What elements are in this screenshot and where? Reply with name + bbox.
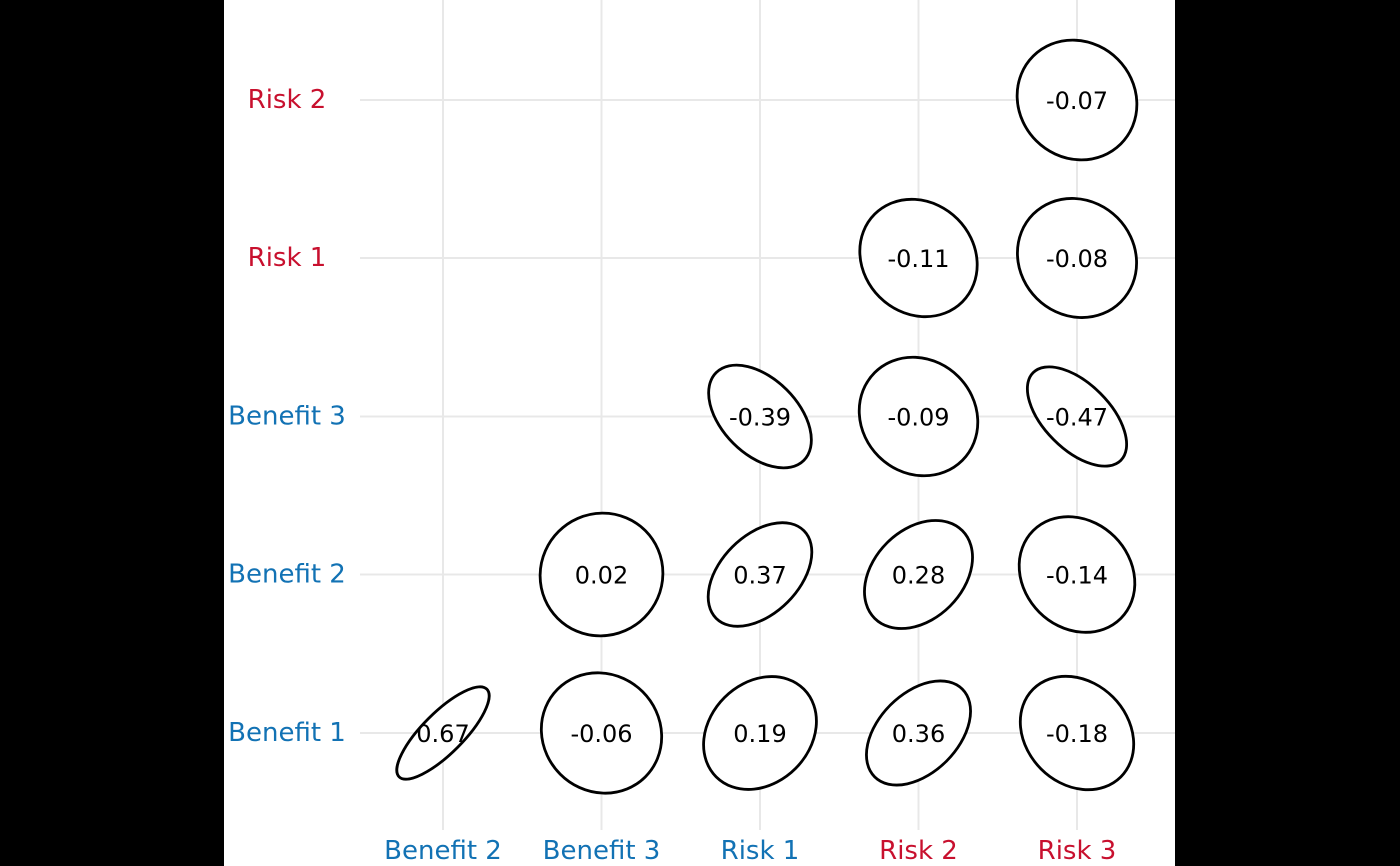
- x-axis-label-benefit-3: Benefit 3: [543, 836, 661, 866]
- correlation-ellipse-benefit-1-risk-3: [1018, 674, 1136, 792]
- correlation-ellipse-risk-2-risk-3: [1015, 38, 1139, 162]
- correlation-value-risk-1-risk-3: -0.08: [1046, 245, 1108, 273]
- correlation-value-benefit-1-benefit-2: 0.67: [416, 720, 469, 748]
- correlation-value-benefit-1-risk-3: -0.18: [1046, 720, 1108, 748]
- correlation-ellipse-risk-1-risk-2: [858, 197, 979, 319]
- correlation-value-benefit-1-benefit-3: -0.06: [570, 720, 632, 748]
- x-axis-label-risk-3: Risk 3: [1038, 836, 1117, 866]
- correlation-value-benefit-3-risk-1: -0.39: [729, 404, 791, 432]
- correlation-ellipse-benefit-2-risk-3: [1017, 515, 1137, 634]
- x-axis-label-benefit-2: Benefit 2: [384, 836, 502, 866]
- correlation-value-benefit-2-risk-1: 0.37: [733, 562, 786, 590]
- y-axis-label-risk-2: Risk 2: [248, 85, 327, 115]
- correlation-value-benefit-3-risk-3: -0.47: [1046, 404, 1108, 432]
- x-axis-label-risk-2: Risk 2: [879, 836, 958, 866]
- x-axis-label-risk-1: Risk 1: [721, 836, 800, 866]
- correlation-ellipse-benefit-2-risk-2: [863, 519, 974, 630]
- correlation-ellipse-risk-1-risk-3: [1016, 197, 1138, 319]
- correlation-value-benefit-1-risk-2: 0.36: [892, 720, 945, 748]
- correlation-value-benefit-3-risk-2: -0.09: [887, 404, 949, 432]
- correlation-value-benefit-2-risk-3: -0.14: [1046, 562, 1108, 590]
- correlation-ellipse-benefit-1-benefit-3: [539, 671, 664, 795]
- correlation-ellipse-benefit-1-risk-2: [865, 679, 972, 787]
- correlation-ellipse-benefit-1-risk-1: [702, 675, 818, 791]
- plot-background: [224, 0, 1175, 866]
- y-axis-label-benefit-3: Benefit 3: [228, 402, 346, 432]
- correlation-value-benefit-2-risk-2: 0.28: [892, 562, 945, 590]
- correlation-value-benefit-2-benefit-3: 0.02: [575, 562, 628, 590]
- y-axis-label-benefit-1: Benefit 1: [228, 718, 346, 748]
- correlation-ellipse-benefit-3-risk-3: [1025, 365, 1129, 468]
- correlation-ellipse-benefit-1-benefit-2: [395, 685, 491, 781]
- correlation-ellipse-benefit-2-risk-1: [706, 521, 814, 628]
- correlation-value-risk-1-risk-2: -0.11: [887, 245, 949, 273]
- correlation-ellipse-benefit-2-benefit-3: [538, 511, 665, 638]
- y-axis-label-benefit-2: Benefit 2: [228, 560, 346, 590]
- correlation-ellipse-benefit-3-risk-1: [707, 363, 813, 470]
- correlation-value-benefit-1-risk-1: 0.19: [733, 720, 786, 748]
- correlation-value-risk-2-risk-3: -0.07: [1046, 87, 1108, 115]
- correlation-ellipse-benefit-3-risk-2: [857, 355, 980, 478]
- y-axis-label-risk-1: Risk 1: [248, 243, 327, 273]
